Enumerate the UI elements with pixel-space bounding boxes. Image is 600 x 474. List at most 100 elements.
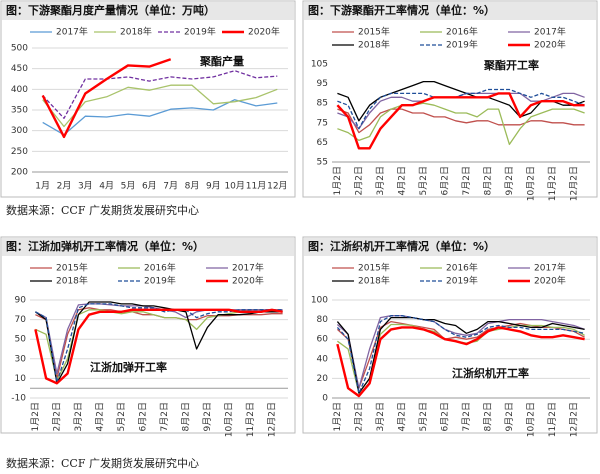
series-line <box>336 316 585 394</box>
x-tick-label: 4月2日 <box>396 166 407 195</box>
panel-border <box>0 236 296 434</box>
x-tick-label: 12月 <box>267 181 287 192</box>
legend-label: 2020年 <box>534 39 566 51</box>
legend-label: 2020年 <box>534 275 566 287</box>
series-line <box>35 301 283 384</box>
annotation: 聚酯开工率 <box>483 58 539 72</box>
x-tick-label: 3月 <box>78 181 93 192</box>
series-line <box>34 308 283 385</box>
x-tick-label: 9月2日 <box>202 402 213 431</box>
x-tick-label: 12月2日 <box>266 402 277 437</box>
chart-title: 图：江浙织机开工率情况（单位：%） <box>308 239 495 253</box>
x-tick-label: 5月 <box>121 181 136 192</box>
x-tick-label: 6月2日 <box>439 402 450 431</box>
x-tick-label: 8月2日 <box>482 402 493 431</box>
x-tick-label: 9月2日 <box>504 166 515 195</box>
annotation: 聚酯产量 <box>199 54 244 68</box>
series-line <box>336 92 585 150</box>
panel-border <box>302 236 598 434</box>
y-tick-label: 75 <box>317 118 328 128</box>
legend-label: 2017年 <box>534 262 566 274</box>
y-tick-label: 500 <box>11 44 28 54</box>
x-tick-label: 5月2日 <box>418 166 429 195</box>
x-tick-label: 11月2日 <box>547 402 558 437</box>
y-tick-label: 60 <box>317 335 329 345</box>
x-tick-label: 4月 <box>99 181 114 192</box>
legend-label: 2016年 <box>144 262 176 274</box>
y-tick-label: 30 <box>15 354 27 364</box>
series-line <box>336 326 585 398</box>
series-line <box>337 108 585 134</box>
y-tick-label: 20 <box>317 374 329 384</box>
legend-label: 2015年 <box>358 26 390 38</box>
series-line <box>42 70 278 119</box>
legend-label: 2015年 <box>358 262 390 274</box>
x-tick-label: 12月2日 <box>568 402 579 437</box>
y-tick-label: 100 <box>311 296 328 306</box>
x-tick-label: 5月2日 <box>116 402 127 431</box>
x-tick-label: 6月2日 <box>439 166 450 195</box>
x-tick-label: 1月2日 <box>30 402 41 431</box>
chart-panel: 图：江浙加弹机开工率情况（单位：%） -10 10 30 50 70 90 1月2日 2月2日 3… <box>0 236 296 437</box>
y-tick-label: 55 <box>317 158 328 168</box>
x-tick-label: 9月 <box>206 181 221 192</box>
y-tick-label: 300 <box>11 126 28 136</box>
x-tick-label: 6月2日 <box>137 402 148 431</box>
series-line <box>336 315 585 394</box>
legend-label: 2018年 <box>358 275 390 287</box>
x-tick-label: 9月2日 <box>504 402 515 431</box>
x-tick-label: 2月 <box>57 181 72 192</box>
x-tick-label: 10月 <box>224 181 244 192</box>
y-tick-label: 95 <box>317 79 328 89</box>
panel-border <box>302 0 598 198</box>
legend-label: 2019年 <box>184 26 216 38</box>
legend-label: 2018年 <box>120 26 152 38</box>
x-tick-label: 8月2日 <box>180 402 191 431</box>
x-tick-label: 12月2日 <box>568 166 579 201</box>
x-tick-label: 11月2日 <box>547 166 558 201</box>
legend-label: 2020年 <box>232 275 264 287</box>
legend-label: 2018年 <box>358 39 390 51</box>
annotation: 江浙织机开工率 <box>452 366 529 380</box>
x-tick-label: 1月2日 <box>332 402 343 431</box>
legend-label: 2017年 <box>232 262 264 274</box>
x-tick-label: 11月2日 <box>245 402 256 437</box>
series-line <box>42 84 278 128</box>
y-tick-label: 10 <box>15 374 27 384</box>
title-bar <box>304 2 596 20</box>
x-tick-label: 3月2日 <box>375 166 386 195</box>
y-tick-label: 250 <box>11 147 28 157</box>
legend-label: 2015年 <box>56 262 88 274</box>
title-bar <box>2 2 294 20</box>
x-tick-label: 1月 <box>35 181 50 192</box>
y-tick-label: 200 <box>11 168 28 178</box>
y-tick-label: -10 <box>11 394 26 404</box>
annotation: 江浙加弹开工率 <box>90 360 167 374</box>
x-tick-label: 10月2日 <box>525 166 536 201</box>
x-tick-label: 7月2日 <box>159 402 170 431</box>
legend-label: 2017年 <box>534 26 566 38</box>
legend-label: 2020年 <box>248 26 280 38</box>
legend-label: 2017年 <box>56 26 88 38</box>
series-line <box>337 102 585 146</box>
legend-label: 2016年 <box>446 262 478 274</box>
chart-panel: 图：下游聚酯月度产量情况（单位：万吨） 200 250 300 350 400 450 500… <box>0 0 296 198</box>
x-tick-label: 4月2日 <box>396 402 407 431</box>
y-tick-label: 80 <box>317 315 329 325</box>
chart-panel: 图：江浙织机开工率情况（单位：%） 0 20 40 60 80 100 1月2日 2月2日 3月2… <box>302 236 598 437</box>
x-tick-label: 6月 <box>142 181 157 192</box>
x-tick-label: 7月2日 <box>461 166 472 195</box>
x-tick-label: 1月2日 <box>332 166 343 195</box>
series-line <box>337 88 585 130</box>
y-tick-label: 85 <box>317 99 328 109</box>
y-tick-label: 50 <box>15 335 27 345</box>
chart-title: 图：下游聚酯开工率情况（单位：%） <box>308 3 495 17</box>
y-tick-label: 90 <box>15 296 27 306</box>
y-tick-label: 105 <box>311 60 328 70</box>
chart-title: 图：下游聚酯月度产量情况（单位：万吨） <box>6 3 215 17</box>
x-tick-label: 4月2日 <box>94 402 105 431</box>
x-tick-label: 2月2日 <box>353 166 364 195</box>
x-tick-label: 7月2日 <box>461 402 472 431</box>
y-tick-label: 400 <box>11 85 28 95</box>
